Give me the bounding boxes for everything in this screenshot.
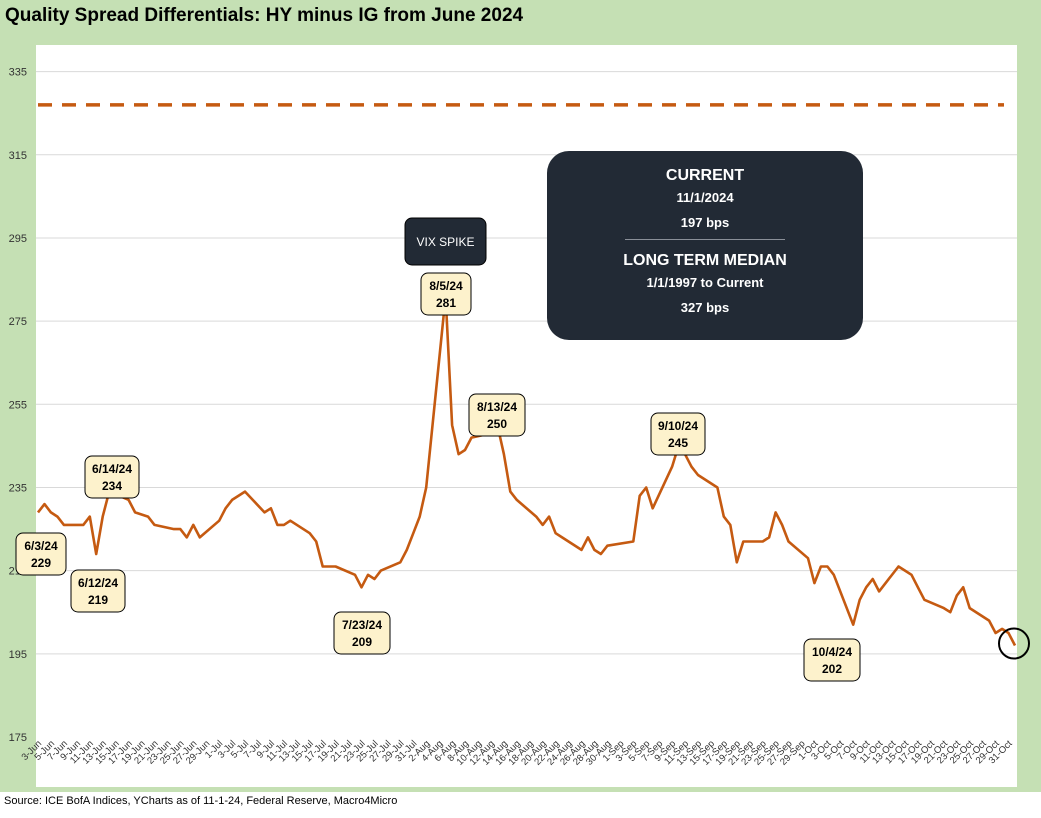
callout-jun3-box bbox=[15, 532, 67, 576]
series-line-hy-minus-ig bbox=[36, 294, 1017, 647]
callout-jun14-box bbox=[84, 455, 140, 499]
y-tick-label: 295 bbox=[9, 233, 27, 245]
current-vs-median-box: CURRENT 11/1/2024 197 bps LONG TERM MEDI… bbox=[547, 151, 863, 340]
callout-jun3-value: 229 bbox=[31, 556, 51, 570]
median-range: 1/1/1997 to Current bbox=[646, 275, 764, 290]
median-label: LONG TERM MEDIAN bbox=[623, 252, 787, 269]
y-axis-ticks: 175195215235255275295315335 bbox=[9, 67, 27, 744]
callout-oct4-box bbox=[803, 638, 861, 682]
callout-oct4: 10/4/24 202 bbox=[803, 638, 861, 682]
info-box-divider bbox=[625, 239, 785, 240]
callout-jun3: 6/3/24 229 bbox=[15, 532, 67, 576]
vix-spike-callout: VIX SPIKE bbox=[404, 217, 487, 266]
median-value: 327 bps bbox=[680, 300, 730, 315]
callout-aug13-value: 250 bbox=[487, 417, 507, 431]
callout-jun12-value: 219 bbox=[88, 593, 108, 607]
callout-jun12-date: 6/12/24 bbox=[78, 576, 118, 590]
callout-jun14-value: 234 bbox=[102, 479, 122, 493]
y-tick-label: 175 bbox=[9, 732, 27, 744]
callout-sep10-value: 245 bbox=[668, 436, 688, 450]
y-tick-label: 255 bbox=[9, 399, 27, 411]
callout-jul23: 7/23/24 209 bbox=[333, 611, 391, 655]
vix-spike-box bbox=[404, 217, 487, 266]
callout-jul23-date: 7/23/24 bbox=[342, 618, 382, 632]
callout-aug5-box bbox=[420, 272, 472, 316]
callouts: 6/3/24 229 6/12/24 219 6/14/24 234 7/23/24 209 8… bbox=[15, 217, 861, 682]
callout-sep10: 9/10/24 245 bbox=[650, 412, 706, 456]
y-tick-label: 235 bbox=[9, 482, 27, 494]
callout-sep10-box bbox=[650, 412, 706, 456]
callout-jun3-date: 6/3/24 bbox=[24, 539, 58, 553]
gridlines bbox=[36, 71, 1017, 655]
current-value-marker bbox=[998, 627, 1030, 660]
y-tick-label: 275 bbox=[9, 316, 27, 328]
callout-oct4-value: 202 bbox=[822, 662, 842, 676]
y-tick-label: 315 bbox=[9, 150, 27, 162]
callout-jun12-box bbox=[70, 569, 126, 613]
callout-jun14-date: 6/14/24 bbox=[92, 462, 132, 476]
y-tick-label: 335 bbox=[9, 67, 27, 79]
callout-aug13-box bbox=[468, 393, 526, 437]
vix-spike-label: VIX SPIKE bbox=[416, 235, 474, 249]
callout-aug5: 8/5/24 281 bbox=[420, 272, 472, 316]
y-tick-label: 195 bbox=[9, 649, 27, 661]
callout-jul23-value: 209 bbox=[352, 635, 372, 649]
callout-jul23-box bbox=[333, 611, 391, 655]
callout-jun12: 6/12/24 219 bbox=[70, 569, 126, 613]
callout-aug13: 8/13/24 250 bbox=[468, 393, 526, 437]
callout-oct4-date: 10/4/24 bbox=[812, 645, 852, 659]
chart-title: Quality Spread Differentials: HY minus I… bbox=[5, 5, 524, 26]
callout-jun14: 6/14/24 234 bbox=[84, 455, 140, 499]
callout-aug13-date: 8/13/24 bbox=[477, 400, 517, 414]
current-label: CURRENT bbox=[665, 167, 745, 184]
callout-aug5-date: 8/5/24 bbox=[429, 279, 463, 293]
current-value: 197 bps bbox=[680, 215, 730, 230]
current-date: 11/1/2024 bbox=[676, 190, 734, 205]
x-axis-ticks: 3-Jun5-Jun7-Jun9-Jun11-Jun13-Jun15-Jun17… bbox=[20, 738, 1015, 768]
callout-aug5-value: 281 bbox=[436, 296, 456, 310]
callout-sep10-date: 9/10/24 bbox=[658, 419, 698, 433]
source-note: Source: ICE BofA Indices, YCharts as of … bbox=[4, 795, 398, 807]
